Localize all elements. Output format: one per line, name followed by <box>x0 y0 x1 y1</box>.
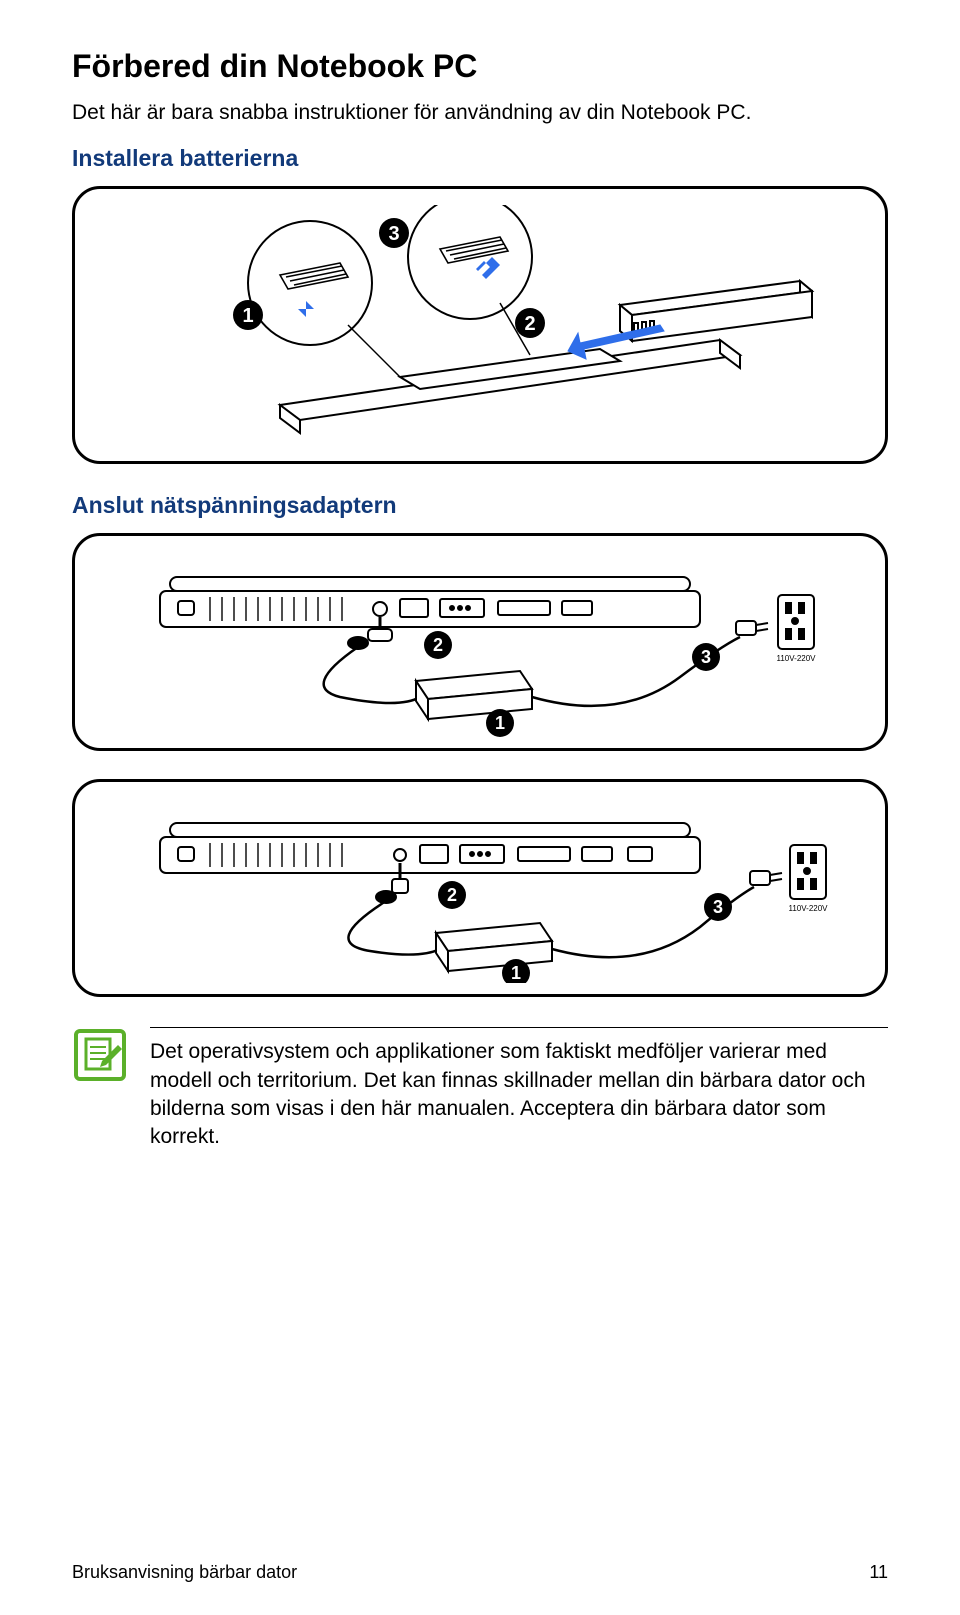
note-block: Det operativsystem och applikationer som… <box>72 1027 888 1151</box>
footer-page-number: 11 <box>869 1562 888 1583</box>
battery-step-2: 2 <box>524 313 535 335</box>
battery-install-diagram: 1 2 3 <box>72 186 888 464</box>
adapter-diagram-b: 110V-220V 1 2 3 <box>72 779 888 997</box>
section-battery-heading: Installera batterierna <box>72 145 888 172</box>
adapter-b-step-2: 2 <box>447 885 457 905</box>
note-text: Det operativsystem och applikationer som… <box>150 1038 888 1151</box>
note-divider <box>150 1027 888 1028</box>
adapter-a-step-1: 1 <box>495 713 505 733</box>
footer-left: Bruksanvisning bärbar dator <box>72 1562 297 1583</box>
page-title: Förbered din Notebook PC <box>72 48 888 85</box>
battery-step-3: 3 <box>388 223 399 245</box>
adapter-diagram-a: 110V-220V 1 2 3 <box>72 533 888 751</box>
battery-step-1: 1 <box>242 305 253 327</box>
outlet-label-b: 110V-220V <box>789 904 829 913</box>
note-icon <box>72 1027 128 1083</box>
adapter-b-step-3: 3 <box>713 897 723 917</box>
intro-text: Det här är bara snabba instruktioner för… <box>72 99 888 127</box>
adapter-a-step-2: 2 <box>433 635 443 655</box>
adapter-b-step-1: 1 <box>511 963 521 983</box>
outlet-label-a: 110V-220V <box>777 654 817 663</box>
section-adapter-heading: Anslut nätspänningsadaptern <box>72 492 888 519</box>
adapter-a-step-3: 3 <box>701 647 711 667</box>
